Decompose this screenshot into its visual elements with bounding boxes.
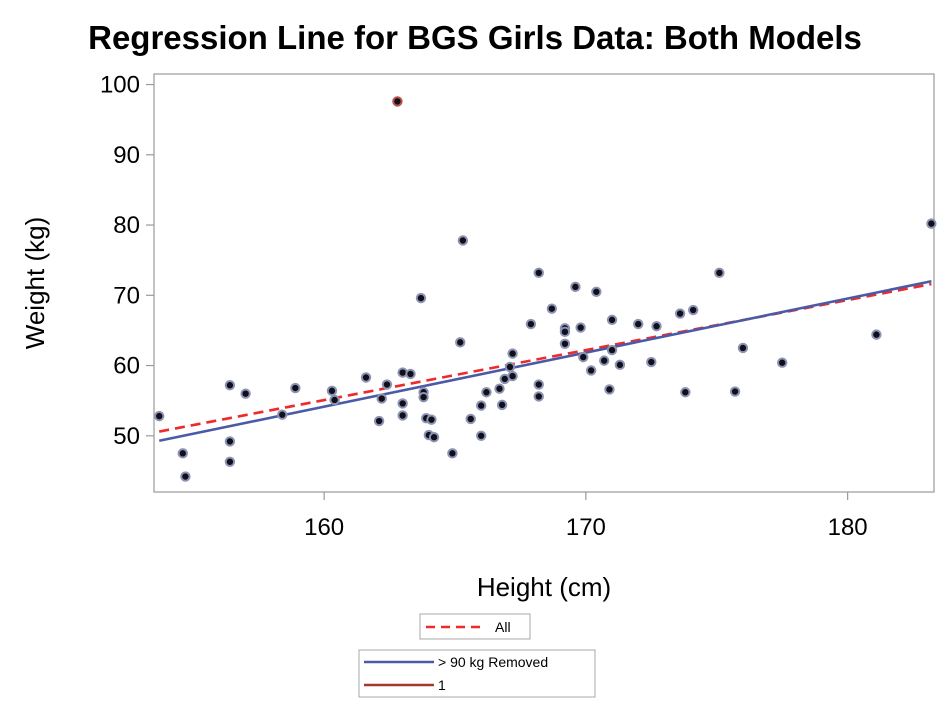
data-point bbox=[680, 387, 691, 398]
data-point bbox=[465, 413, 476, 425]
data-point bbox=[240, 388, 251, 399]
data-point bbox=[729, 386, 741, 397]
data-point bbox=[360, 372, 372, 383]
data-point bbox=[397, 410, 408, 421]
data-point bbox=[447, 448, 458, 459]
data-point bbox=[570, 281, 581, 293]
y-axis: 50 60 70 80 90 100 bbox=[100, 72, 154, 450]
y-axis-label: Weight (kg) bbox=[20, 217, 50, 349]
legend-label-all: All bbox=[495, 619, 511, 635]
data-point bbox=[633, 318, 644, 330]
data-point bbox=[376, 393, 387, 404]
data-point bbox=[428, 432, 440, 443]
data-point bbox=[651, 321, 662, 332]
data-point bbox=[606, 344, 618, 356]
data-point bbox=[455, 337, 466, 348]
data-point bbox=[546, 303, 558, 314]
data-point bbox=[559, 338, 571, 349]
data-point bbox=[290, 382, 301, 394]
regression-line-removed bbox=[158, 279, 932, 442]
data-point bbox=[418, 391, 429, 403]
legend-label-group-1: 1 bbox=[438, 677, 446, 693]
data-point bbox=[575, 322, 586, 333]
data-point bbox=[533, 391, 544, 402]
data-point bbox=[426, 414, 437, 425]
data-point bbox=[507, 370, 518, 382]
data-point bbox=[496, 399, 508, 411]
data-point bbox=[154, 410, 165, 422]
plot-area-frame bbox=[153, 73, 935, 493]
y-tick-label-60: 60 bbox=[113, 353, 140, 380]
data-point bbox=[326, 385, 338, 397]
data-point bbox=[504, 361, 516, 373]
legend-all: All bbox=[419, 613, 531, 640]
data-point bbox=[533, 379, 544, 390]
y-tick-label-80: 80 bbox=[113, 212, 140, 239]
data-point bbox=[177, 448, 188, 459]
data-point bbox=[559, 326, 571, 338]
y-tick-label-90: 90 bbox=[113, 142, 140, 169]
data-point bbox=[674, 308, 686, 319]
data-point bbox=[776, 357, 788, 368]
data-point bbox=[714, 267, 725, 279]
data-point bbox=[329, 394, 340, 406]
data-point bbox=[180, 471, 191, 482]
legend-label-removed: > 90 kg Removed bbox=[438, 654, 548, 670]
data-point bbox=[405, 368, 416, 380]
data-point bbox=[737, 342, 749, 354]
data-point bbox=[475, 430, 487, 441]
chart-title: Regression Line for BGS Girls Data: Both… bbox=[88, 19, 862, 56]
data-point bbox=[224, 436, 236, 447]
data-point bbox=[415, 292, 427, 304]
data-point bbox=[525, 318, 537, 330]
data-point bbox=[373, 415, 385, 427]
x-axis-label: Height (cm) bbox=[477, 572, 611, 602]
data-point bbox=[507, 348, 518, 359]
x-axis: 160 170 180 bbox=[304, 492, 868, 541]
x-tick-label-180: 180 bbox=[828, 514, 868, 541]
data-point bbox=[585, 365, 597, 376]
data-point bbox=[871, 329, 882, 340]
data-point bbox=[224, 456, 236, 467]
data-point bbox=[397, 398, 408, 409]
data-point bbox=[494, 383, 505, 394]
data-point bbox=[646, 356, 657, 368]
y-tick-label-50: 50 bbox=[113, 423, 140, 450]
data-point bbox=[599, 355, 610, 366]
legend-models: > 90 kg Removed 1 bbox=[358, 649, 596, 698]
data-point bbox=[591, 286, 602, 297]
data-point bbox=[926, 218, 937, 229]
data-point bbox=[578, 351, 589, 363]
data-point-outlier bbox=[392, 96, 403, 107]
x-tick-label-170: 170 bbox=[566, 514, 606, 541]
data-point bbox=[277, 409, 288, 420]
x-tick-label-160: 160 bbox=[304, 514, 344, 541]
data-point bbox=[614, 359, 626, 371]
data-point bbox=[457, 235, 469, 246]
data-point bbox=[381, 379, 393, 390]
regression-lines bbox=[158, 279, 932, 442]
data-point bbox=[606, 314, 618, 326]
data-point bbox=[687, 304, 699, 316]
y-tick-label-100: 100 bbox=[100, 72, 140, 99]
data-point bbox=[475, 400, 487, 411]
data-point bbox=[533, 267, 544, 279]
data-points bbox=[154, 96, 937, 482]
data-point bbox=[481, 387, 492, 398]
data-point bbox=[604, 384, 615, 395]
data-point bbox=[224, 380, 236, 391]
y-tick-label-70: 70 bbox=[113, 282, 140, 309]
legend-models-frame bbox=[358, 649, 596, 698]
regression-line-all bbox=[158, 282, 932, 433]
